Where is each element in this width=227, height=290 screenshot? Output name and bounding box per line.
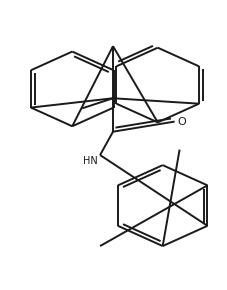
Text: O: O (177, 117, 186, 126)
Text: HN: HN (83, 156, 98, 166)
